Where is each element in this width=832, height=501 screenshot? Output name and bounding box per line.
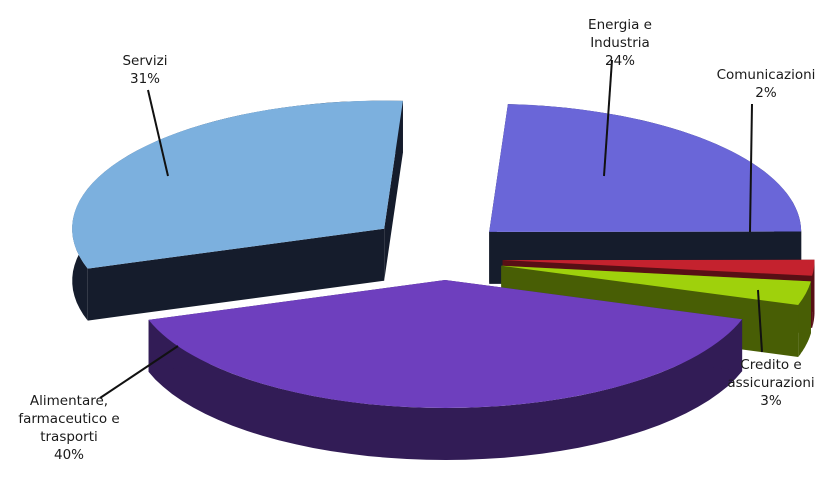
leader-line-servizi — [147, 89, 169, 177]
slice-top-alimentare — [148, 279, 743, 409]
leader-line-energia — [603, 59, 613, 177]
leader-line-alimentare — [99, 345, 179, 399]
slice-cut-servizi-1 — [384, 100, 403, 281]
slice-label-comunicazioni: Comunicazioni 2% — [716, 67, 816, 101]
pie-slices — [72, 100, 815, 460]
leader-line-comunicazioni — [749, 103, 753, 233]
slice-top-comunicazioni — [502, 259, 815, 276]
slice-label-energia: Energia e Industria 24% — [588, 17, 652, 69]
slice-top-servizi — [72, 100, 403, 269]
slice-alimentare — [148, 279, 743, 460]
slice-label-alimentare: Alimentare, farmaceutico e trasporti 40% — [18, 393, 120, 463]
slice-energia — [489, 104, 802, 284]
slice-label-servizi: Servizi 31% — [122, 53, 168, 87]
slice-top-energia — [489, 104, 802, 232]
leader-line-credito — [757, 289, 763, 353]
slice-label-credito: Credito e assicurazioni 3% — [727, 357, 815, 409]
leader-lines — [99, 59, 763, 399]
slice-top-credito — [501, 265, 811, 305]
slice-servizi — [72, 100, 403, 321]
slice-cut-servizi-0 — [87, 228, 385, 321]
slice-wall-alimentare — [148, 319, 743, 460]
